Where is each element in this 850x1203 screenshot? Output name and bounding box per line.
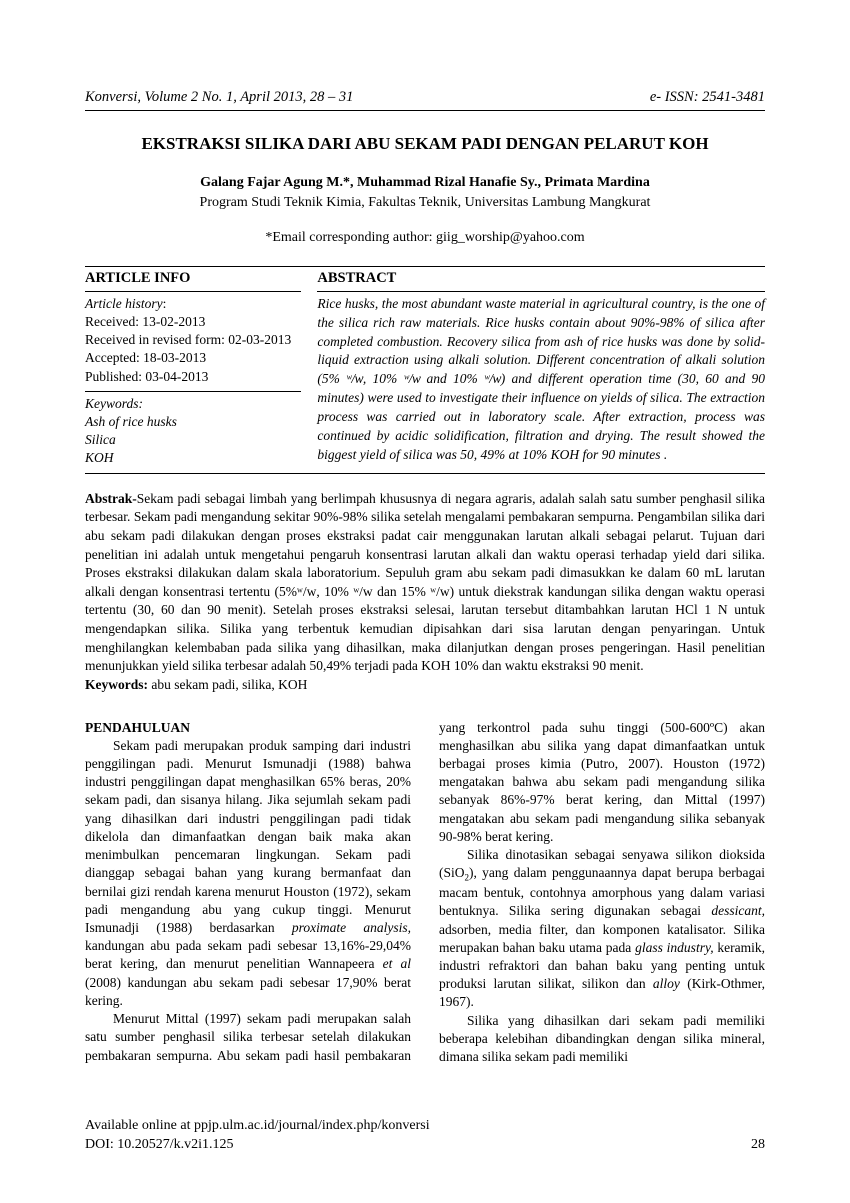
- authors: Galang Fajar Agung M.*, Muhammad Rizal H…: [85, 174, 765, 193]
- article-info-column: ARTICLE INFO Article history: Received: …: [85, 267, 309, 473]
- article-info-box: ARTICLE INFO Article history: Received: …: [85, 266, 765, 474]
- abstract-heading: ABSTRACT: [317, 267, 765, 292]
- keywords-block: Keywords: Ash of rice husks Silica KOH: [85, 392, 301, 473]
- footer-availability: Available online at ppjp.ulm.ac.id/journ…: [85, 1117, 430, 1155]
- paragraph: Silika yang dihasilkan dari sekam padi m…: [439, 1012, 765, 1067]
- affiliation: Program Studi Teknik Kimia, Fakultas Tek…: [85, 194, 765, 213]
- page-number: 28: [751, 1136, 765, 1155]
- abstrak-body: Sekam padi sebagai limbah yang berlimpah…: [85, 491, 765, 674]
- body-columns: PENDAHULUAN Sekam padi merupakan produk …: [85, 719, 765, 1067]
- history-label: Article history: [85, 296, 163, 311]
- abstract-column: ABSTRACT Rice husks, the most abundant w…: [309, 267, 765, 473]
- abstrak-indonesian: Abstrak-Sekam padi sebagai limbah yang b…: [85, 490, 765, 695]
- paper-title: EKSTRAKSI SILIKA DARI ABU SEKAM PADI DEN…: [85, 133, 765, 156]
- footer-doi: DOI: 10.20527/k.v2i1.125: [85, 1137, 234, 1152]
- received-date: Received: 13-02-2013: [85, 314, 205, 329]
- abstract-text: Rice husks, the most abundant waste mate…: [317, 292, 765, 471]
- corresponding-author: *Email corresponding author: giig_worshi…: [85, 229, 765, 248]
- keyword-item: KOH: [85, 450, 114, 465]
- accepted-date: Accepted: 18-03-2013: [85, 350, 206, 365]
- paragraph: Silika dinotasikan sebagai senyawa silik…: [439, 846, 765, 1012]
- header-journal: Konversi, Volume 2 No. 1, April 2013, 28…: [85, 88, 353, 108]
- article-history: Article history: Received: 13-02-2013 Re…: [85, 292, 301, 392]
- header-issn: e- ISSN: 2541-3481: [650, 88, 765, 108]
- published-date: Published: 03-04-2013: [85, 369, 208, 384]
- page-footer: Available online at ppjp.ulm.ac.id/journ…: [85, 1117, 765, 1155]
- keywords-label: Keywords:: [85, 396, 143, 411]
- keywords-id-text: abu sekam padi, silika, KOH: [148, 677, 307, 692]
- abstrak-label: Abstrak-: [85, 491, 137, 506]
- keyword-item: Silica: [85, 432, 116, 447]
- running-header: Konversi, Volume 2 No. 1, April 2013, 28…: [85, 88, 765, 111]
- keywords-id-label: Keywords:: [85, 677, 148, 692]
- pendahuluan-heading: PENDAHULUAN: [85, 719, 411, 737]
- paragraph: Sekam padi merupakan produk samping dari…: [85, 737, 411, 1010]
- footer-url: Available online at ppjp.ulm.ac.id/journ…: [85, 1118, 430, 1133]
- keyword-item: Ash of rice husks: [85, 414, 177, 429]
- article-info-heading: ARTICLE INFO: [85, 267, 301, 292]
- revised-date: Received in revised form: 02-03-2013: [85, 332, 291, 347]
